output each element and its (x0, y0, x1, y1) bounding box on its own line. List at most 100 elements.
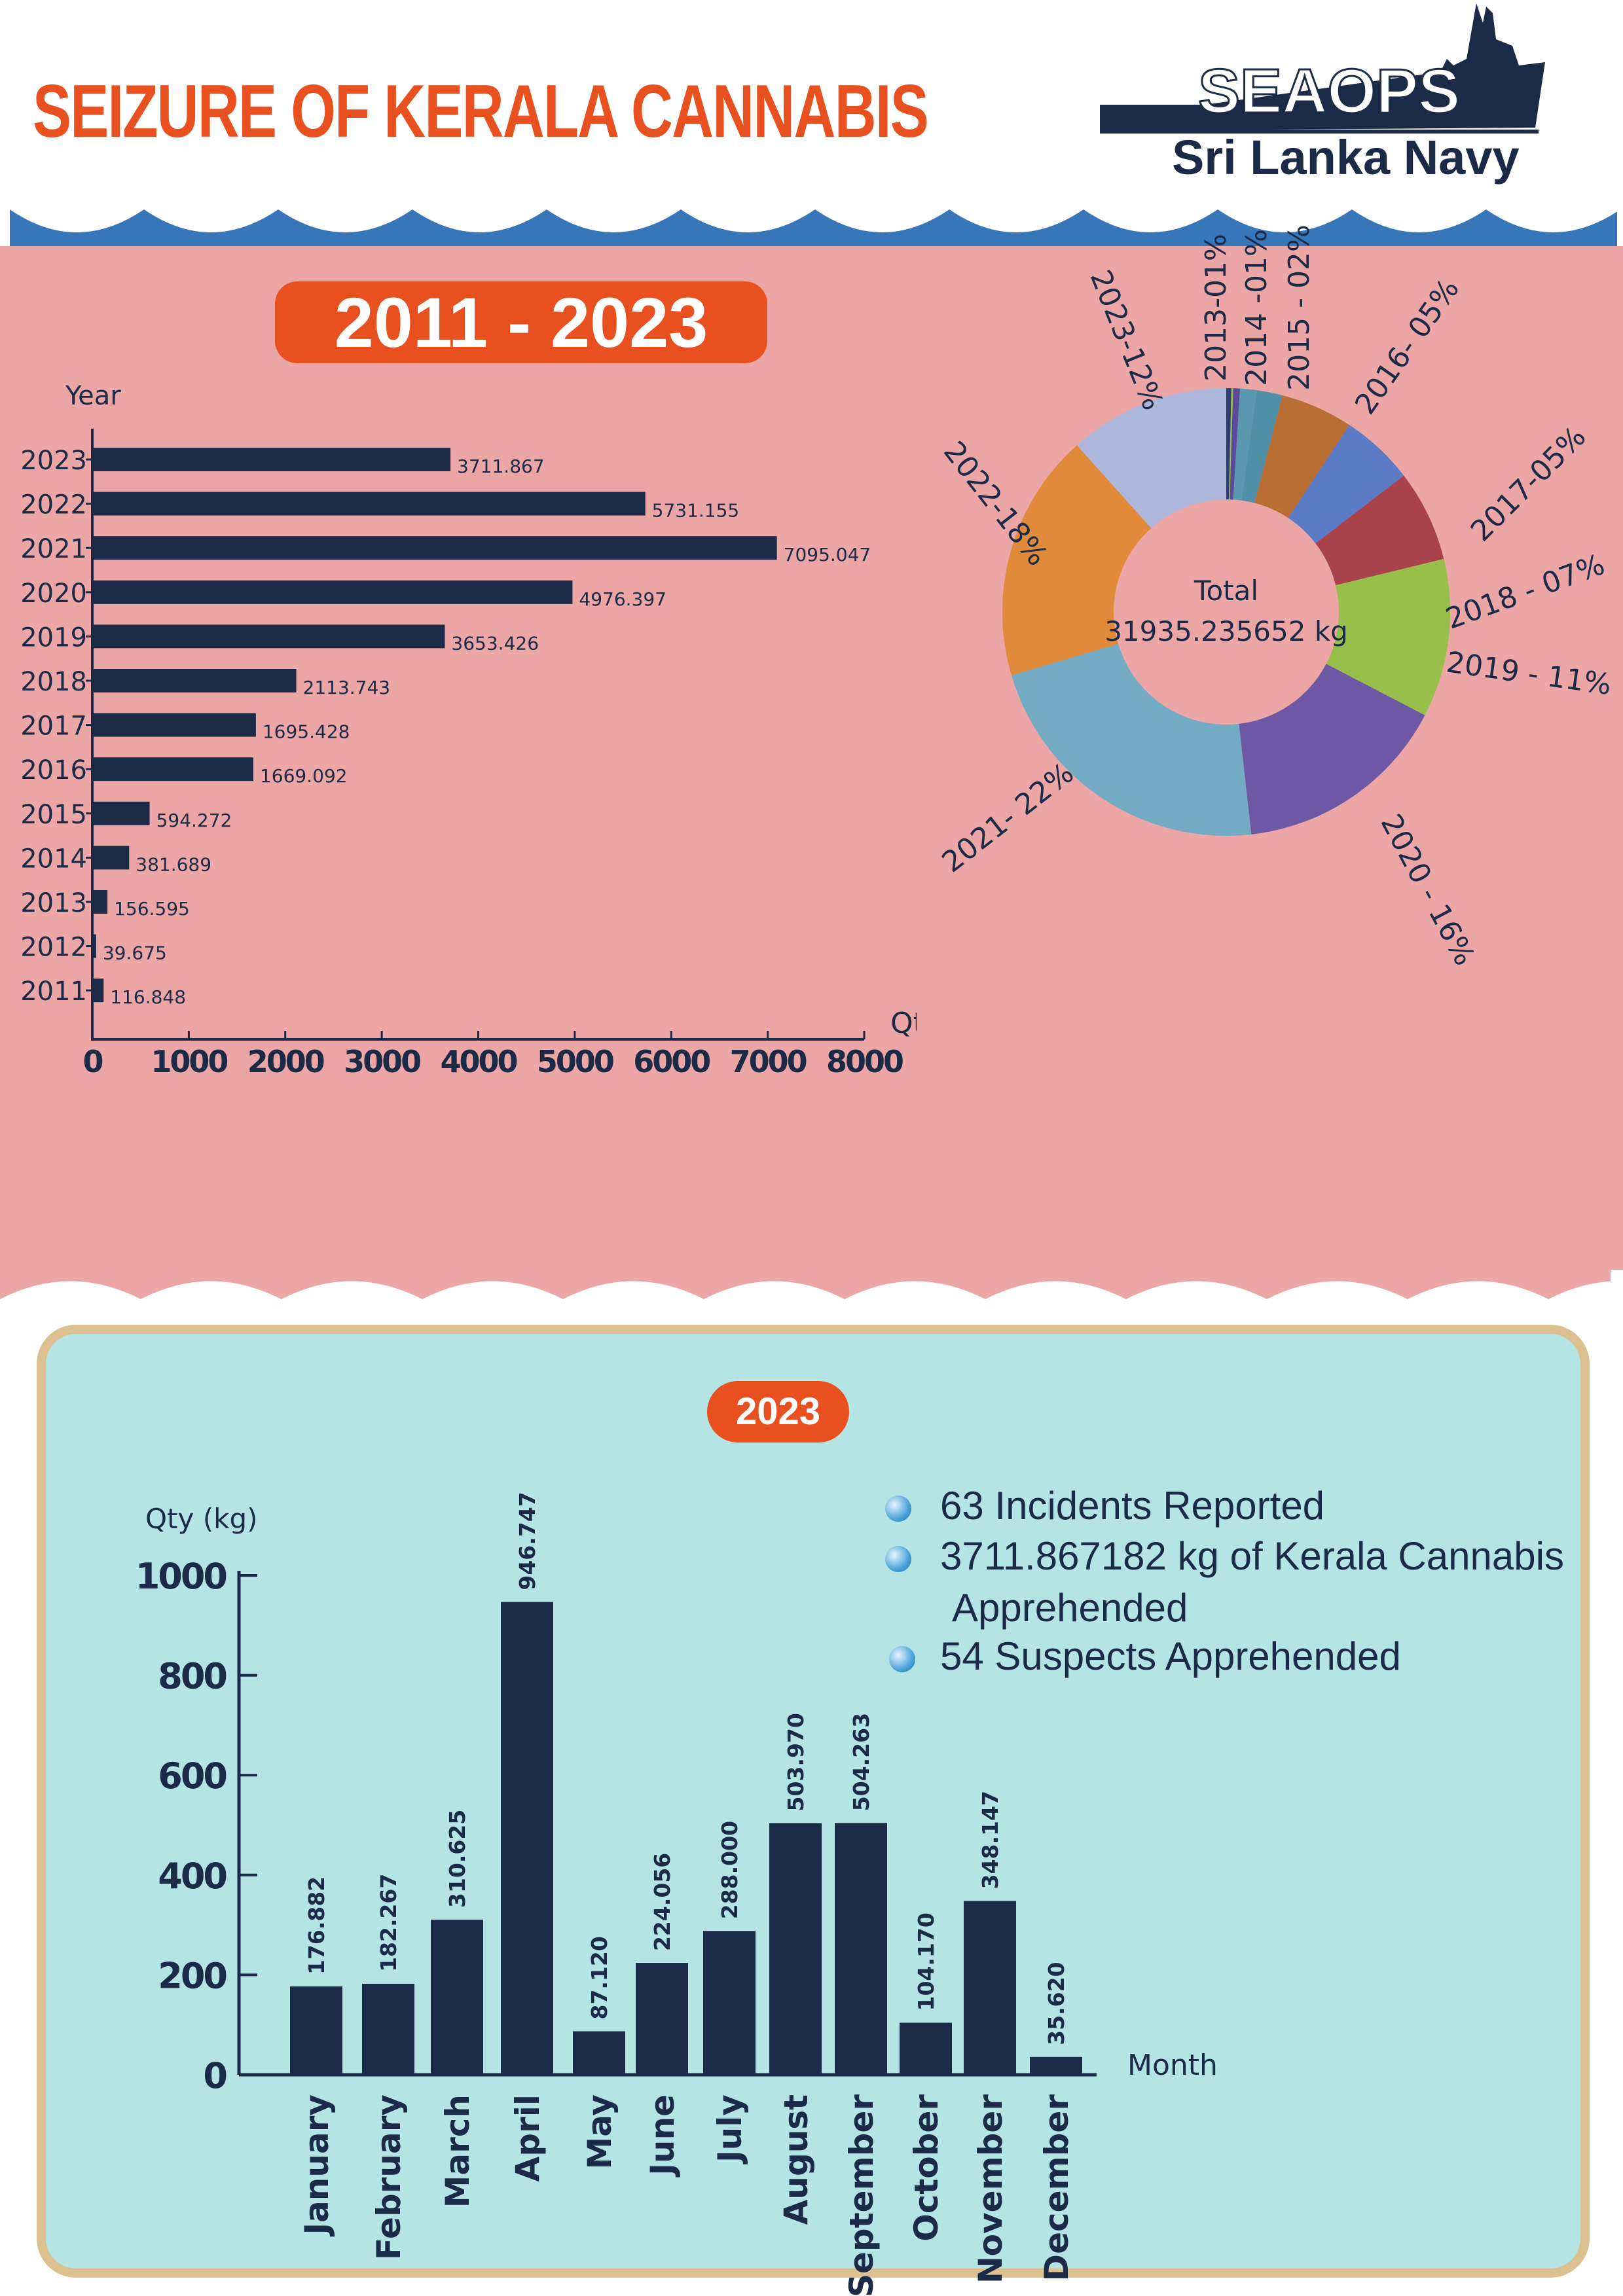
bullet-icon (885, 1496, 911, 1522)
bar-december (1030, 2056, 1082, 2075)
bar-value-label: 39.675 (103, 942, 167, 964)
year-label: 2013 (20, 888, 87, 918)
bar-january (290, 1986, 342, 2075)
bar-2021 (92, 536, 777, 560)
period-badge: 2011 - 2023 (275, 281, 767, 363)
slice-2014 (1233, 388, 1257, 501)
bar-2020 (92, 580, 573, 604)
x-tick-label: 4000 (440, 1044, 517, 1079)
x-tick-label: 7000 (730, 1044, 807, 1079)
y-tick-label: 1000 (136, 1556, 227, 1597)
slice-2020 (1239, 664, 1425, 834)
y-axis-title: Qty (kg) (145, 1503, 258, 1535)
bar-value-label: 310.625 (445, 1810, 470, 1908)
bar-2013 (92, 890, 108, 914)
bar-value-label: 176.882 (304, 1876, 329, 1975)
year-badge: 2023 (707, 1381, 849, 1443)
bullet-icon (885, 1546, 911, 1572)
bullet-icon (889, 1646, 915, 1672)
year-label: 2018 (20, 667, 87, 697)
year-label: 2023 (20, 446, 87, 476)
bar-value-label: 3711.867 (457, 456, 545, 477)
bar-value-label: 1695.428 (263, 721, 350, 743)
bar-value-label: 348.147 (977, 1791, 1003, 1889)
x-tick-label: 3000 (344, 1044, 420, 1079)
slice-2019 (1326, 558, 1450, 715)
yearly-seizure-bar-chart: Year 2023 3711.867 2022 5731.155 2021 7095.047… (20, 381, 917, 1079)
monthly-seizure-bar-chart: Qty (kg) 0 200 400 600 800 1000 176.882 January 1… (136, 1492, 1218, 2296)
year-label: 2011 (20, 977, 87, 1007)
logo-name: SEAOPS (1197, 56, 1461, 126)
slice-2018 (1315, 475, 1444, 586)
year-label: 2017 (20, 711, 87, 742)
bar-value-label: 156.595 (114, 898, 190, 920)
page-title: SEIZURE OF KERALA CANNABIS (33, 69, 929, 154)
bar-2016 (92, 757, 253, 781)
bar-value-label: 3653.426 (451, 632, 539, 654)
slice-2012 (1228, 388, 1233, 500)
y-tick-label: 600 (158, 1755, 226, 1797)
bar-2011 (92, 978, 104, 1003)
donut-total-title: Total (1194, 575, 1259, 607)
x-tick-label: 2000 (247, 1044, 324, 1079)
bar-2023 (92, 448, 451, 471)
year-label: 2020 (20, 579, 87, 609)
bar-february (362, 1983, 414, 2075)
slice-2021 (1011, 643, 1252, 836)
month-label: June (644, 2094, 682, 2178)
month-label: December (1038, 2094, 1076, 2282)
month-label: September (843, 2094, 881, 2296)
bar-value-label: 288.000 (717, 1821, 742, 1919)
bar-july (703, 1931, 756, 2075)
pie-label-2015: 2015 - 02% (1282, 224, 1316, 391)
slice-2017 (1288, 425, 1404, 544)
bar-value-label: 504.263 (848, 1713, 874, 1811)
bullet-quantity-cont: Apprehended (952, 1586, 1188, 1630)
bar-june (636, 1963, 688, 2075)
bar-2018 (92, 669, 297, 692)
donut-total-value: 31935.235652 kg (1104, 615, 1348, 647)
slice-2013 (1230, 388, 1241, 500)
x-tick-label: 8000 (826, 1044, 903, 1079)
y-tick-label: 0 (203, 2055, 226, 2096)
year-label: 2012 (20, 933, 87, 963)
bar-november (964, 1901, 1016, 2075)
bar-value-label: 104.170 (913, 1912, 939, 2011)
bar-2015 (92, 801, 150, 825)
x-tick-label: 6000 (633, 1044, 710, 1079)
y-axis-title: Year (65, 381, 121, 411)
month-label: May (581, 2094, 619, 2170)
cloud-divider (0, 1270, 1623, 1329)
slice-2016 (1254, 395, 1349, 518)
logo-subtitle: Sri Lanka Navy (1172, 130, 1520, 185)
month-label: July (711, 2094, 749, 2164)
year-label: 2014 (20, 844, 87, 874)
navy-ship-logo-icon (1100, 3, 1545, 134)
bullet-suspects: 54 Suspects Apprehended (940, 1634, 1401, 1678)
month-label: March (439, 2094, 477, 2208)
month-label: October (907, 2094, 945, 2242)
bar-april (501, 1602, 553, 2075)
x-axis-title: Month (1127, 2049, 1218, 2082)
y-tick-label: 800 (158, 1656, 226, 1697)
year-label: 2022 (20, 490, 87, 520)
y-tick-label: 200 (158, 1955, 226, 1996)
slice-2015 (1241, 390, 1283, 503)
yearly-share-donut-chart (1002, 388, 1450, 836)
pie-label-2013: 2013-01% (1199, 234, 1233, 382)
wave-divider (10, 209, 1623, 249)
bar-value-label: 116.848 (110, 986, 186, 1008)
bar-value-label: 946.747 (515, 1492, 540, 1590)
bar-value-label: 182.267 (376, 1874, 401, 1972)
bar-2014 (92, 846, 130, 870)
bar-value-label: 35.620 (1044, 1962, 1069, 2045)
year-label: 2019 (20, 622, 87, 653)
month-label: April (509, 2094, 547, 2181)
bar-value-label: 224.056 (649, 1853, 675, 1951)
bar-august (769, 1823, 822, 2075)
bar-value-label: 5731.155 (652, 500, 740, 522)
month-label: January (298, 2094, 336, 2237)
bullet-incidents: 63 Incidents Reported (940, 1484, 1325, 1528)
bar-value-label: 87.120 (587, 1936, 612, 2019)
x-tick-label: 1000 (151, 1044, 227, 1079)
